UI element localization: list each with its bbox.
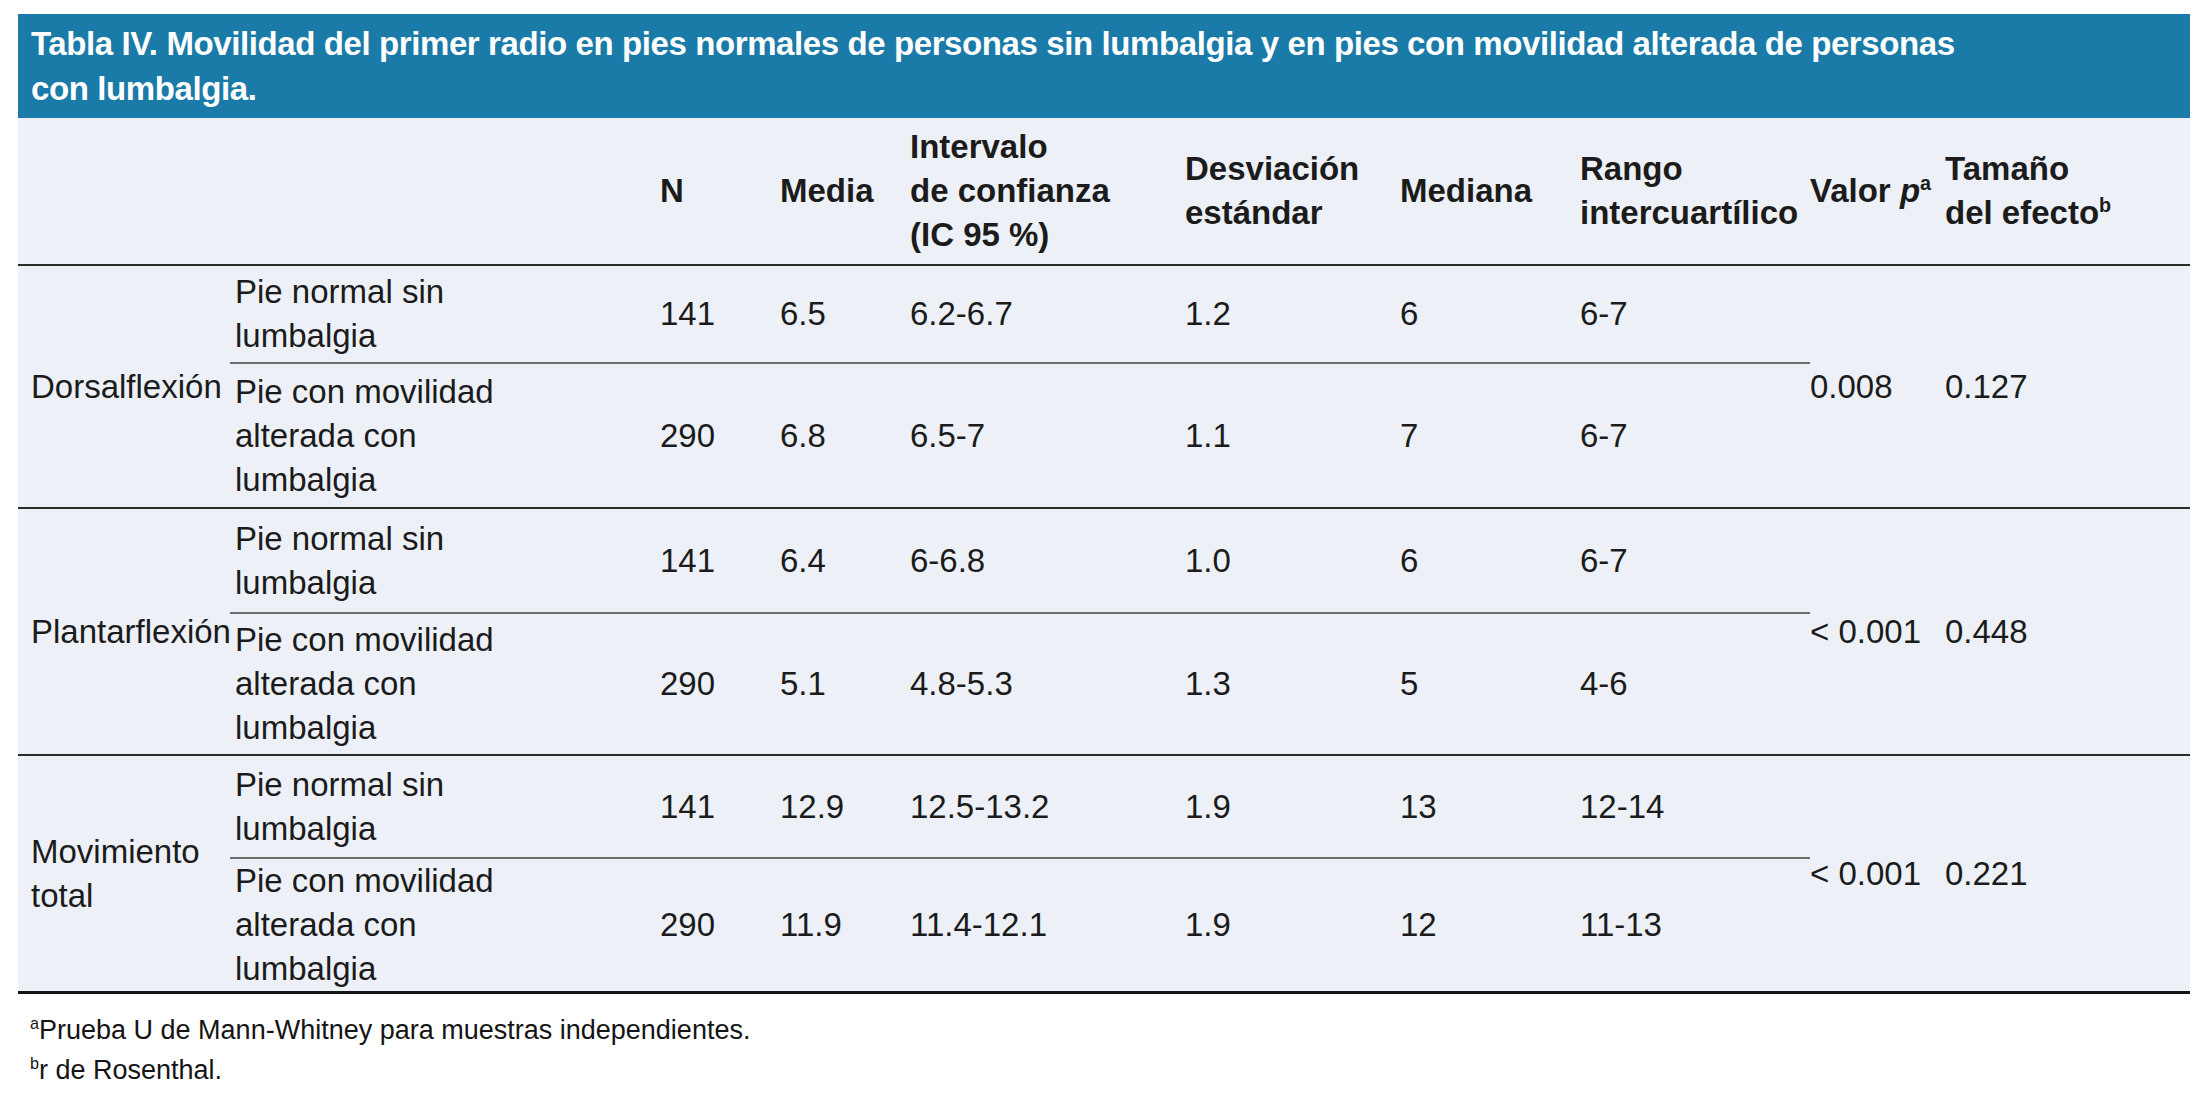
- cell-group: Pie con movilidad alterada con lumbalgia: [230, 363, 660, 508]
- cell-ic: 4.8-5.3: [910, 613, 1185, 755]
- column-header-group: [230, 118, 660, 265]
- column-header-desviacion-estandar: Desviación estándar: [1185, 118, 1400, 265]
- cell-mediana: 7: [1400, 363, 1580, 508]
- cell-n: 141: [660, 755, 780, 858]
- cell-rango: 6-7: [1580, 363, 1810, 508]
- footnote-a-superscript: a: [30, 1014, 39, 1032]
- header-row: N Media Intervalo de confianza (IC 95 %)…: [18, 118, 2190, 265]
- cell-media: 6.5: [780, 265, 910, 363]
- cell-group: Pie normal sin lumbalgia: [230, 265, 660, 363]
- cell-mediana: 13: [1400, 755, 1580, 858]
- cell-mediana: 12: [1400, 858, 1580, 991]
- footnote-a-text: Prueba U de Mann-Whitney para muestras i…: [39, 1015, 750, 1045]
- cell-rango: 4-6: [1580, 613, 1810, 755]
- footnote-b-superscript: b: [30, 1054, 39, 1072]
- cell-valor-p: 0.008: [1810, 265, 1945, 508]
- cell-valor-p: < 0.001: [1810, 508, 1945, 755]
- cell-de: 1.3: [1185, 613, 1400, 755]
- table-row: Movimiento total Pie normal sin lumbalgi…: [18, 755, 2190, 858]
- data-table: N Media Intervalo de confianza (IC 95 %)…: [18, 118, 2190, 991]
- cell-media: 6.4: [780, 508, 910, 613]
- cell-tamano-efecto: 0.221: [1945, 755, 2190, 991]
- column-header-intervalo-confianza: Intervalo de confianza (IC 95 %): [910, 118, 1185, 265]
- cell-de: 1.9: [1185, 755, 1400, 858]
- cell-n: 141: [660, 508, 780, 613]
- cell-ic: 6.5-7: [910, 363, 1185, 508]
- section-label-dorsalflexion: Dorsalflexión: [18, 265, 230, 508]
- cell-media: 5.1: [780, 613, 910, 755]
- footnote-a: aPrueba U de Mann-Whitney para muestras …: [30, 1010, 2190, 1050]
- table-row: Dorsalflexión Pie normal sin lumbalgia 1…: [18, 265, 2190, 363]
- table-title: Tabla IV. Movilidad del primer radio en …: [18, 14, 2190, 118]
- cell-n: 290: [660, 858, 780, 991]
- cell-ic: 6-6.8: [910, 508, 1185, 613]
- cell-rango: 6-7: [1580, 265, 1810, 363]
- cell-group: Pie con movilidad alterada con lumbalgia: [230, 613, 660, 755]
- footnotes: aPrueba U de Mann-Whitney para muestras …: [18, 994, 2190, 1090]
- cell-mediana: 6: [1400, 265, 1580, 363]
- cell-ic: 12.5-13.2: [910, 755, 1185, 858]
- cell-tamano-efecto: 0.448: [1945, 508, 2190, 755]
- cell-de: 1.0: [1185, 508, 1400, 613]
- cell-valor-p: < 0.001: [1810, 755, 1945, 991]
- column-header-section: [18, 118, 230, 265]
- table-row: Plantarflexión Pie normal sin lumbalgia …: [18, 508, 2190, 613]
- cell-rango: 12-14: [1580, 755, 1810, 858]
- tamano-line1: Tamaño: [1945, 150, 2069, 187]
- table-figure: Tabla IV. Movilidad del primer radio en …: [18, 14, 2190, 1090]
- cell-rango: 11-13: [1580, 858, 1810, 991]
- cell-n: 290: [660, 363, 780, 508]
- tamano-line2: del efecto: [1945, 194, 2099, 231]
- cell-ic: 6.2-6.7: [910, 265, 1185, 363]
- cell-de: 1.9: [1185, 858, 1400, 991]
- cell-group: Pie normal sin lumbalgia: [230, 508, 660, 613]
- cell-media: 11.9: [780, 858, 910, 991]
- section-label-plantarflexion: Plantarflexión: [18, 508, 230, 755]
- cell-mediana: 6: [1400, 508, 1580, 613]
- column-header-rango-intercuartilico: Rango intercuartílico: [1580, 118, 1810, 265]
- valor-p-symbol: p: [1900, 172, 1920, 209]
- column-header-n: N: [660, 118, 780, 265]
- column-header-mediana: Mediana: [1400, 118, 1580, 265]
- cell-n: 290: [660, 613, 780, 755]
- footnote-b: br de Rosenthal.: [30, 1050, 2190, 1090]
- footnote-b-text: r de Rosenthal.: [39, 1055, 222, 1085]
- column-header-tamano-efecto: Tamaño del efectob: [1945, 118, 2190, 265]
- cell-media: 6.8: [780, 363, 910, 508]
- section-label-movimiento-total: Movimiento total: [18, 755, 230, 991]
- tamano-superscript: b: [2099, 194, 2111, 216]
- cell-de: 1.2: [1185, 265, 1400, 363]
- cell-group: Pie normal sin lumbalgia: [230, 755, 660, 858]
- cell-media: 12.9: [780, 755, 910, 858]
- valor-p-text: Valor: [1810, 172, 1891, 209]
- cell-n: 141: [660, 265, 780, 363]
- cell-tamano-efecto: 0.127: [1945, 265, 2190, 508]
- cell-ic: 11.4-12.1: [910, 858, 1185, 991]
- cell-group: Pie con movilidad alterada con lumbalgia: [230, 858, 660, 991]
- cell-de: 1.1: [1185, 363, 1400, 508]
- valor-p-superscript: a: [1920, 172, 1931, 194]
- cell-mediana: 5: [1400, 613, 1580, 755]
- column-header-valor-p: Valor pa: [1810, 118, 1945, 265]
- column-header-media: Media: [780, 118, 910, 265]
- cell-rango: 6-7: [1580, 508, 1810, 613]
